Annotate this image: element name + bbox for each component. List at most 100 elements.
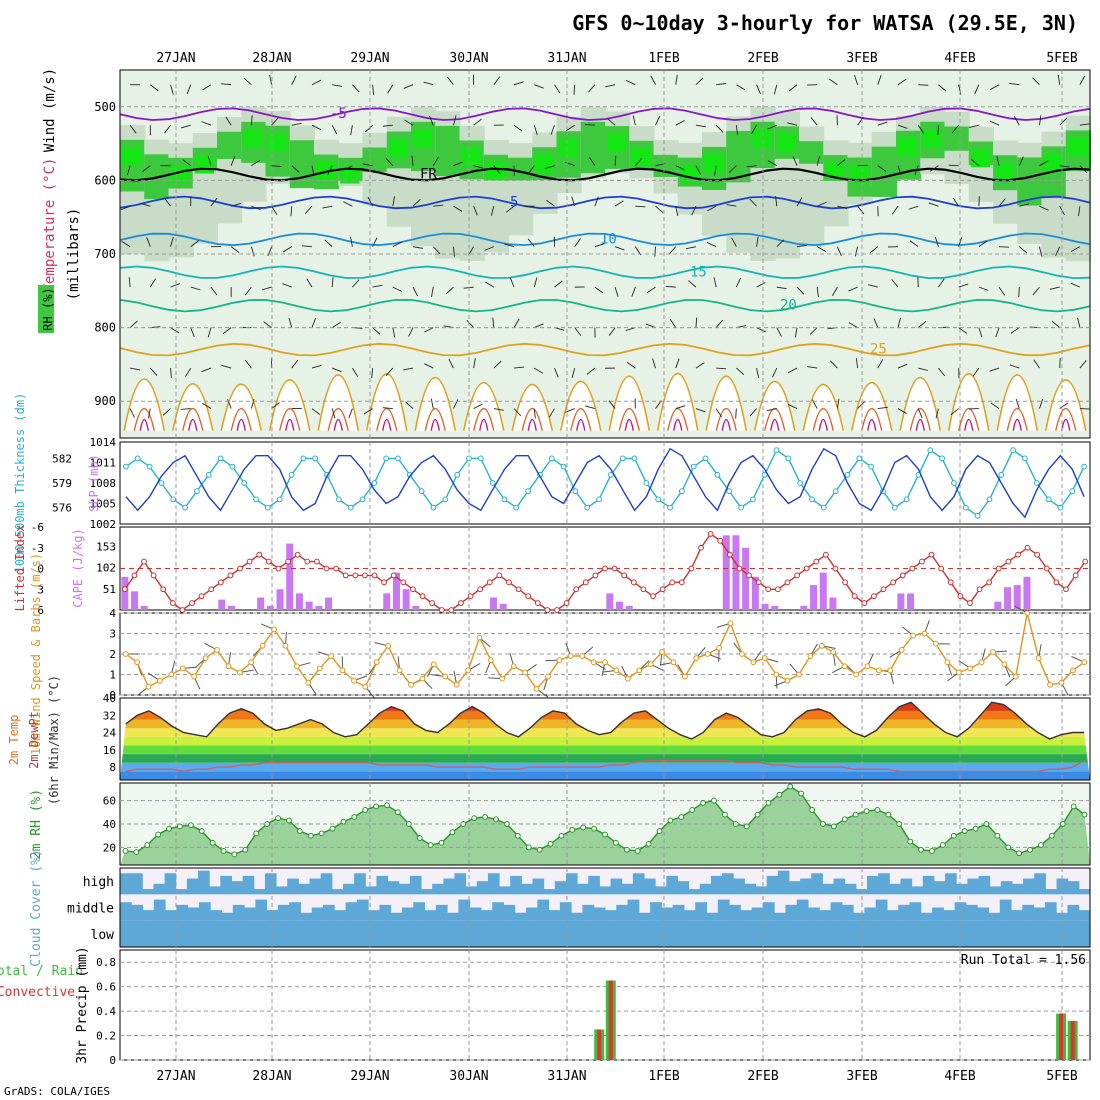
- wind10-point: [236, 669, 243, 676]
- rh2m-point: [504, 821, 510, 827]
- cloud-middle-cell: [187, 907, 200, 921]
- cloud-high-cell: [376, 875, 389, 895]
- thickness-point: [241, 480, 248, 486]
- li-point: [198, 593, 205, 600]
- rh2m-point: [623, 846, 630, 853]
- rh2m-point: [961, 828, 968, 834]
- cloud-middle-cell: [593, 907, 606, 921]
- wind-barb: [473, 165, 484, 169]
- wind-barb: [327, 165, 333, 175]
- cloud-high-cell: [777, 870, 790, 895]
- wind-barb: [837, 205, 848, 210]
- li-point: [803, 565, 810, 572]
- cloud-middle-cell: [864, 907, 877, 921]
- cloud-middle-cell: [300, 912, 313, 921]
- wind-barb: [589, 157, 596, 166]
- thickness-point: [430, 504, 437, 511]
- rh2m-point: [569, 826, 576, 833]
- wind-barb: [372, 84, 375, 95]
- cloud-high-cell: [621, 883, 634, 895]
- rh2m-point: [416, 835, 423, 841]
- cloud-high-cell: [911, 886, 924, 895]
- cloud-cover-panel: high middle low Cloud Cover (%): [29, 849, 1091, 967]
- wind-barb: [728, 165, 737, 173]
- rh2m-point: [994, 832, 1001, 839]
- cloud-low-cell: [639, 920, 652, 947]
- rh-band-bright: [631, 148, 651, 167]
- li-point: [265, 558, 272, 565]
- slp-axis-label: SLP (mb): [87, 454, 101, 512]
- wind-barb: [1070, 246, 1081, 252]
- wind10-point: [990, 649, 996, 655]
- li-point: [227, 572, 234, 579]
- wind-barb: [873, 318, 879, 328]
- cloud-high-cell: [900, 878, 913, 895]
- wind-barb: [796, 286, 805, 295]
- rh2m-point: [558, 832, 565, 839]
- bottom-date-label: 31JAN: [547, 1069, 586, 1084]
- wind-barb: [688, 280, 697, 288]
- thickness-point: [927, 447, 934, 454]
- wind-barb: [929, 165, 939, 172]
- wind10-point: [134, 659, 141, 666]
- cloud-high-cell: [655, 886, 667, 895]
- wind-barb: [225, 116, 232, 126]
- cloud-middle-cell: [1033, 907, 1046, 921]
- wind10-point: [373, 659, 380, 666]
- cloud-low-cell: [385, 920, 398, 947]
- wind-barb: [655, 400, 662, 409]
- wind-barb: [776, 327, 782, 337]
- wind-barb: [607, 118, 616, 126]
- cape-bar: [606, 593, 614, 610]
- wind-barb: [877, 165, 887, 172]
- cloud-middle-cell: [650, 902, 662, 921]
- rh2m-point: [449, 829, 456, 836]
- wind-barb: [271, 402, 280, 409]
- wind-barb: [716, 367, 727, 370]
- cloud-middle-cell: [785, 904, 798, 921]
- wind-barb: [331, 408, 336, 419]
- wind10-point: [157, 677, 163, 684]
- wind-barb: [170, 283, 181, 288]
- cloud-middle-cell: [988, 912, 1001, 921]
- temp-tick: 8: [109, 761, 116, 774]
- rh2m-point: [493, 816, 499, 823]
- cloud-high-cell: [811, 873, 823, 895]
- thickness-point: [572, 488, 579, 495]
- wind-barb: [918, 367, 929, 371]
- top-date-label: 28JAN: [252, 51, 291, 66]
- cloud-low-cell: [177, 920, 190, 947]
- wind-barb: [635, 205, 646, 208]
- wind10-point: [796, 671, 802, 678]
- rh-band-green: [944, 126, 970, 151]
- cloud-high-cell: [142, 889, 154, 895]
- wind-barb: [626, 361, 636, 369]
- hot-contour: [570, 408, 592, 431]
- rh2m-point: [743, 823, 750, 830]
- cloud-low-cell: [501, 920, 514, 947]
- thickness-point: [359, 496, 366, 503]
- cloud-high-cell: [933, 881, 946, 895]
- wind-barb: [548, 408, 555, 418]
- wind10-point: [179, 665, 186, 672]
- cape-bar: [286, 543, 294, 610]
- cloud-middle-cell: [695, 902, 708, 921]
- wind10-point: [430, 661, 437, 668]
- bottom-date-label: 2FEB: [747, 1069, 778, 1084]
- wind10-point: [305, 679, 312, 686]
- wind-barb: [527, 238, 535, 247]
- li-tick: 3: [37, 583, 44, 596]
- wind-barb: [364, 124, 373, 133]
- cape-bar: [266, 605, 274, 610]
- precip-label-1: Total / Rain: [0, 964, 83, 979]
- cloud-high-cell: [298, 883, 311, 895]
- wind-barb: [445, 286, 454, 295]
- precip-tick: 0.6: [96, 981, 116, 994]
- wind-barb: [452, 246, 455, 257]
- wind-barb: [655, 115, 661, 126]
- rh2m-panel: 20 40 60 2m RH (%): [29, 782, 1091, 866]
- cloud-middle-cell: [356, 899, 369, 921]
- thickness-point: [844, 471, 851, 478]
- wind-barb: [493, 360, 502, 369]
- cloud-high-cell: [699, 883, 712, 895]
